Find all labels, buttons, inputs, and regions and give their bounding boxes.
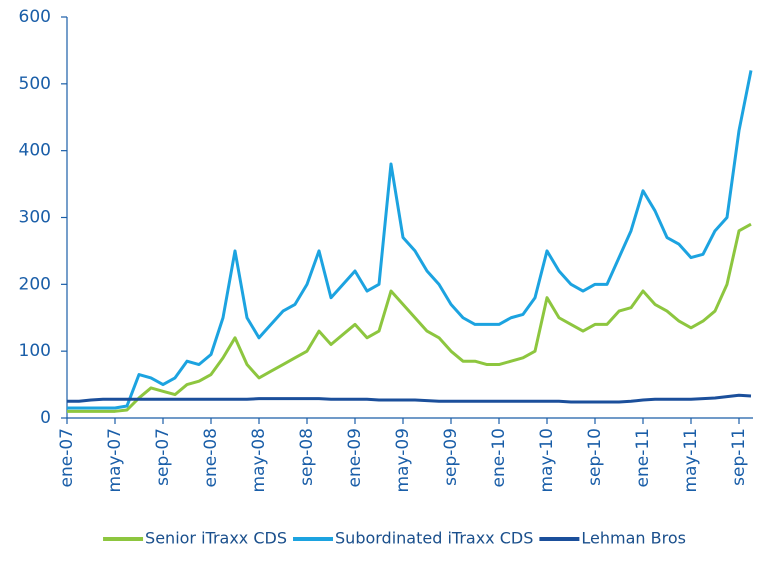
- x-tick-label: may-11: [681, 428, 701, 493]
- legend-label: Lehman Bros: [581, 529, 686, 548]
- y-tick-label: 500: [19, 74, 51, 94]
- y-tick-label: 600: [19, 7, 51, 27]
- x-tick-label: sep-08: [297, 428, 317, 486]
- series-line: [67, 222, 752, 413]
- legend: Senior iTraxx CDS Subordinated iTraxx CDS…: [103, 529, 686, 548]
- y-tick-label: 400: [19, 141, 51, 161]
- x-tick-label: ene-11: [633, 428, 653, 487]
- legend-label: Senior iTraxx CDS: [145, 529, 287, 548]
- y-tick-label: 100: [19, 341, 51, 361]
- y-tick-label: 0: [40, 408, 51, 428]
- x-tick-label: sep-09: [441, 428, 461, 486]
- x-tick-label: may-09: [393, 428, 413, 493]
- legend-label: Subordinated iTraxx CDS: [335, 529, 533, 548]
- x-tick-label: may-08: [249, 428, 269, 493]
- x-tick-label: ene-07: [57, 428, 77, 487]
- x-tick-label: ene-08: [201, 428, 221, 487]
- y-tick-label: 300: [19, 208, 51, 228]
- x-tick-label: ene-09: [345, 428, 365, 487]
- x-tick-label: may-07: [105, 428, 125, 493]
- y-tick-label: 200: [19, 274, 51, 294]
- series-line: [67, 70, 753, 410]
- x-tick-label: ene-10: [489, 428, 509, 487]
- x-tick-label: sep-11: [729, 428, 749, 486]
- x-tick-label: sep-10: [585, 428, 605, 486]
- x-tick-label: may-10: [537, 428, 557, 493]
- x-tick-label: sep-07: [153, 428, 173, 486]
- series-line: [67, 393, 752, 404]
